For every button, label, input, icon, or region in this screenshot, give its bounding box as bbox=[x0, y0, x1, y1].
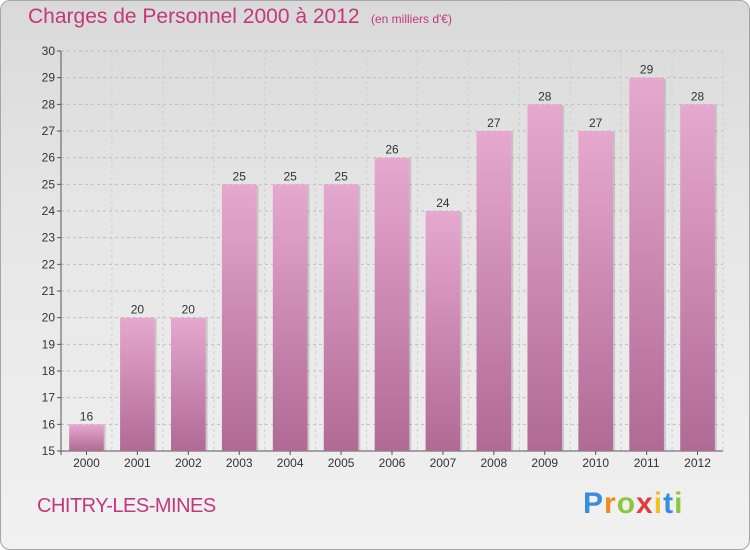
x-tick-label: 2010 bbox=[582, 456, 609, 470]
data-label: 25 bbox=[334, 169, 348, 183]
data-label: 16 bbox=[80, 409, 94, 423]
y-tick-label: 21 bbox=[42, 284, 56, 298]
data-label: 28 bbox=[538, 89, 552, 103]
bar-2003[interactable] bbox=[221, 184, 257, 452]
chart-unit: (en milliers d'€) bbox=[371, 12, 452, 26]
x-tick-label: 2009 bbox=[531, 456, 558, 470]
y-tick-label: 28 bbox=[42, 97, 56, 111]
bar-2006[interactable] bbox=[374, 157, 410, 451]
y-tick-label: 19 bbox=[42, 337, 56, 351]
logo-letter: x bbox=[636, 487, 654, 520]
x-tick-label: 2012 bbox=[684, 456, 711, 470]
bar-2001[interactable] bbox=[120, 317, 155, 451]
y-tick-label: 30 bbox=[42, 44, 56, 58]
data-label: 28 bbox=[691, 89, 705, 103]
bar-2005[interactable] bbox=[323, 184, 359, 452]
y-tick-label: 15 bbox=[42, 444, 56, 458]
y-tick-label: 16 bbox=[42, 417, 56, 431]
logo-letter: o bbox=[616, 487, 637, 520]
bar-2004[interactable] bbox=[272, 184, 308, 452]
logo-letter: i bbox=[674, 487, 684, 520]
data-label: 27 bbox=[487, 116, 501, 130]
x-tick-label: 2004 bbox=[277, 456, 304, 470]
x-tick-label: 2006 bbox=[379, 456, 406, 470]
x-tick-label: 2008 bbox=[480, 456, 507, 470]
data-label: 20 bbox=[182, 303, 196, 317]
bar-2009[interactable] bbox=[527, 104, 563, 451]
data-label: 24 bbox=[436, 196, 450, 210]
commune-name: CHITRY-LES-MINES bbox=[37, 495, 216, 517]
labels: 15 16 17 18 19 20 21 22 23 24 25 26 27 28 29 30 16 2000 20… bbox=[42, 44, 712, 470]
y-tick-label: 20 bbox=[42, 311, 56, 325]
y-tick-label: 24 bbox=[42, 204, 56, 218]
bar-2010[interactable] bbox=[578, 131, 614, 451]
bar-2000[interactable] bbox=[69, 424, 104, 451]
bar-2002[interactable] bbox=[170, 317, 206, 451]
x-tick-label: 2001 bbox=[124, 456, 151, 470]
y-tick-label: 27 bbox=[42, 124, 56, 138]
y-tick-label: 29 bbox=[42, 71, 56, 85]
bar-2012[interactable] bbox=[680, 104, 715, 451]
logo-letter: i bbox=[653, 487, 664, 520]
data-label: 29 bbox=[640, 63, 654, 77]
chart-title: Charges de Personnel 2000 à 2012 bbox=[28, 5, 360, 28]
y-tick-label: 22 bbox=[42, 257, 56, 271]
bar-2008[interactable] bbox=[476, 131, 512, 451]
x-tick-label: 2003 bbox=[226, 456, 253, 470]
logo-letter: r bbox=[604, 487, 617, 520]
y-tick-label: 17 bbox=[42, 391, 56, 405]
bar-2007[interactable] bbox=[425, 211, 461, 451]
y-tick-label: 23 bbox=[42, 231, 56, 245]
bars bbox=[69, 77, 717, 452]
logo-letter: P bbox=[583, 487, 605, 520]
data-label: 25 bbox=[283, 169, 297, 183]
logo-letter: t bbox=[663, 487, 675, 520]
bar-2011[interactable] bbox=[629, 77, 664, 452]
data-label: 20 bbox=[131, 303, 145, 317]
data-label: 27 bbox=[589, 116, 603, 130]
x-tick-label: 2002 bbox=[175, 456, 202, 470]
y-tick-label: 18 bbox=[42, 364, 56, 378]
y-tick-label: 25 bbox=[42, 177, 56, 191]
data-label: 25 bbox=[233, 169, 247, 183]
x-tick-label: 2011 bbox=[634, 456, 660, 470]
x-tick-label: 2007 bbox=[430, 456, 457, 470]
x-tick-label: 2005 bbox=[328, 456, 355, 470]
proxiti-logo[interactable]: Proxiti bbox=[583, 487, 683, 521]
data-label: 26 bbox=[385, 143, 399, 157]
y-tick-label: 26 bbox=[42, 151, 56, 165]
x-tick-label: 2000 bbox=[73, 456, 100, 470]
